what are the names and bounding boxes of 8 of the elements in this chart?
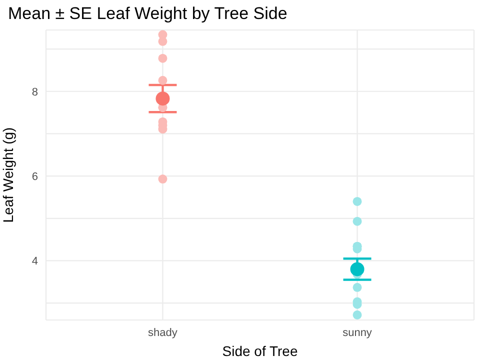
y-axis-title: Leaf Weight (g) (0, 127, 16, 223)
y-tick-label: 4 (32, 256, 38, 268)
x-tick-label: shady (148, 326, 178, 339)
y-tick-label: 8 (32, 86, 38, 98)
x-axis-title: Side of Tree (222, 343, 298, 359)
chart-title: Mean ± SE Leaf Weight by Tree Side (8, 4, 288, 24)
x-tick-label: sunny (342, 326, 372, 339)
y-tick-label: 6 (32, 170, 38, 183)
